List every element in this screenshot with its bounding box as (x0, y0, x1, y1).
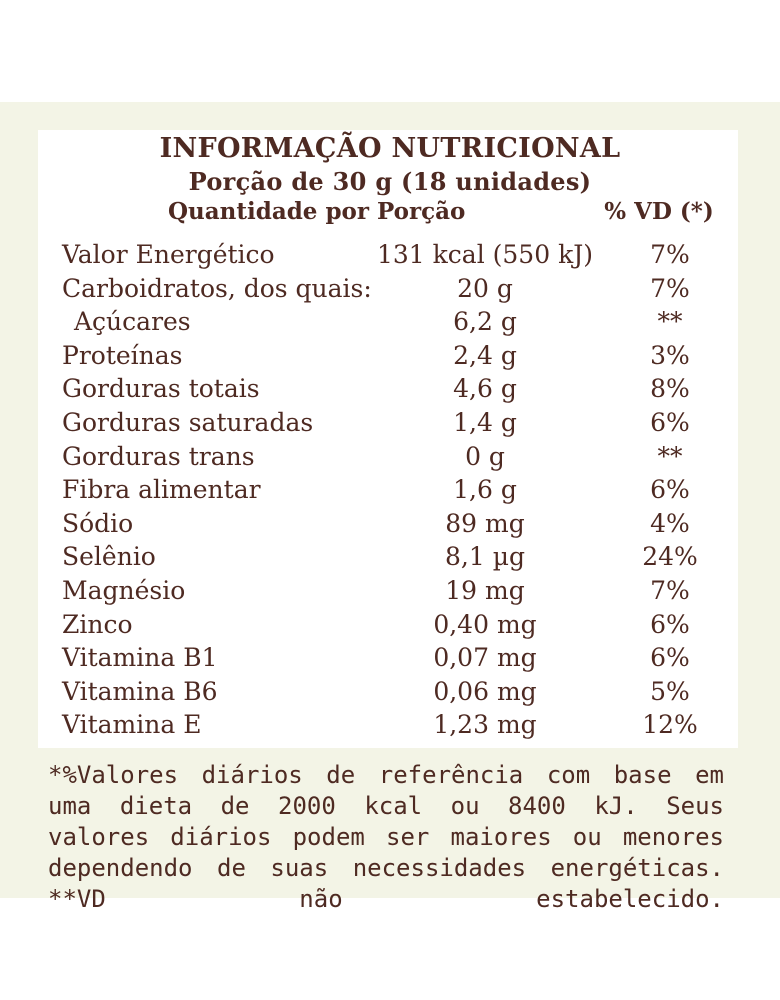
portion-size: Porção de 30 g (18 unidades) (188, 167, 592, 196)
nutrient-row: Vitamina B1 0,07 mg 6% (0, 641, 780, 675)
nutrient-name: Sódio (62, 508, 134, 538)
label-title: INFORMAÇÃO NUTRICIONAL (159, 133, 621, 164)
nutrient-name: Proteínas (62, 340, 183, 370)
nutrient-row: Selênio 8,1 µg 24% (0, 540, 780, 574)
nutrient-row: Vitamina E 1,23 mg 12% (0, 708, 780, 742)
label-panel (0, 102, 780, 898)
nutrient-daily-value: 7% (650, 273, 690, 303)
nutrient-quantity: 6,2 g (453, 307, 517, 337)
nutrient-quantity: 0,06 mg (433, 676, 537, 706)
nutrient-row: Proteínas 2,4 g 3% (0, 339, 780, 373)
nutrient-name: Magnésio (62, 575, 186, 605)
nutrient-quantity: 4,6 g (453, 374, 517, 404)
nutrient-daily-value: ** (657, 307, 683, 337)
nutrient-name: Gorduras saturadas (62, 407, 314, 437)
nutrient-quantity: 0,40 mg (433, 609, 537, 639)
header-quantity: Quantidade por Porção (168, 198, 466, 225)
nutrient-quantity: 1,6 g (453, 475, 517, 505)
nutrient-row: Fibra alimentar 1,6 g 6% (0, 473, 780, 507)
nutrition-table-card (38, 130, 738, 748)
nutrient-name: Vitamina B6 (62, 676, 218, 706)
nutrient-name: Carboidratos, dos quais: (62, 273, 372, 303)
nutrient-daily-value: ** (657, 441, 683, 471)
nutrient-daily-value: 3% (650, 340, 690, 370)
nutrient-daily-value: 6% (650, 643, 690, 673)
nutrient-name: Vitamina E (62, 710, 202, 740)
nutrient-row: Gorduras totais 4,6 g 8% (0, 372, 780, 406)
nutrient-daily-value: 5% (650, 676, 690, 706)
nutrient-daily-value: 24% (642, 542, 698, 572)
nutrient-quantity: 1,23 mg (433, 710, 537, 740)
nutrient-row: Zinco 0,40 mg 6% (0, 608, 780, 642)
nutrient-quantity: 89 mg (445, 508, 525, 538)
nutrient-name: Zinco (62, 609, 133, 639)
nutrient-quantity: 20 g (457, 273, 513, 303)
nutrient-row: Carboidratos, dos quais: 20 g 7% (0, 272, 780, 306)
nutrient-row: Sódio 89 mg 4% (0, 507, 780, 541)
nutrient-row: Gorduras trans 0 g ** (0, 440, 780, 474)
nutrient-daily-value: 6% (650, 407, 690, 437)
nutrient-quantity: 131 kcal (550 kJ) (376, 240, 593, 269)
nutrient-row: Gorduras saturadas 1,4 g 6% (0, 406, 780, 440)
nutrient-daily-value: 7% (650, 575, 690, 605)
nutrient-name: Açúcares (74, 307, 191, 337)
nutrient-name: Vitamina B1 (62, 643, 218, 673)
nutrient-name: Gorduras trans (62, 441, 255, 471)
nutrient-daily-value: 4% (650, 508, 690, 538)
nutrient-daily-value: 6% (650, 609, 690, 639)
nutrient-quantity: 1,4 g (453, 407, 517, 437)
nutrient-row: Vitamina B6 0,06 mg 5% (0, 675, 780, 709)
nutrient-row: Valor Energético 131 kcal (550 kJ) 7% (0, 238, 780, 272)
nutrient-row: Magnésio 19 mg 7% (0, 574, 780, 608)
nutrient-daily-value: 6% (650, 475, 690, 505)
nutrient-name: Fibra alimentar (62, 475, 261, 505)
nutrient-rows: Valor Energético 131 kcal (550 kJ) 7% Ca… (0, 238, 780, 742)
nutrient-name: Gorduras totais (62, 374, 260, 404)
nutrient-quantity: 0,07 mg (433, 643, 537, 673)
nutrient-row: Açúcares 6,2 g ** (0, 305, 780, 339)
nutrient-daily-value: 7% (650, 240, 690, 269)
nutrient-quantity: 0 g (465, 441, 505, 471)
nutrient-quantity: 19 mg (445, 575, 525, 605)
daily-value-footnote: *%Valores diários de referência com base… (48, 761, 724, 913)
nutrient-quantity: 2,4 g (453, 340, 517, 370)
nutrient-daily-value: 12% (642, 710, 698, 740)
nutrient-name: Valor Energético (62, 240, 275, 269)
header-daily-value: % VD (*) (604, 198, 714, 225)
nutrient-name: Selênio (62, 542, 156, 572)
nutrient-quantity: 8,1 µg (445, 542, 525, 572)
nutrient-daily-value: 8% (650, 374, 690, 404)
